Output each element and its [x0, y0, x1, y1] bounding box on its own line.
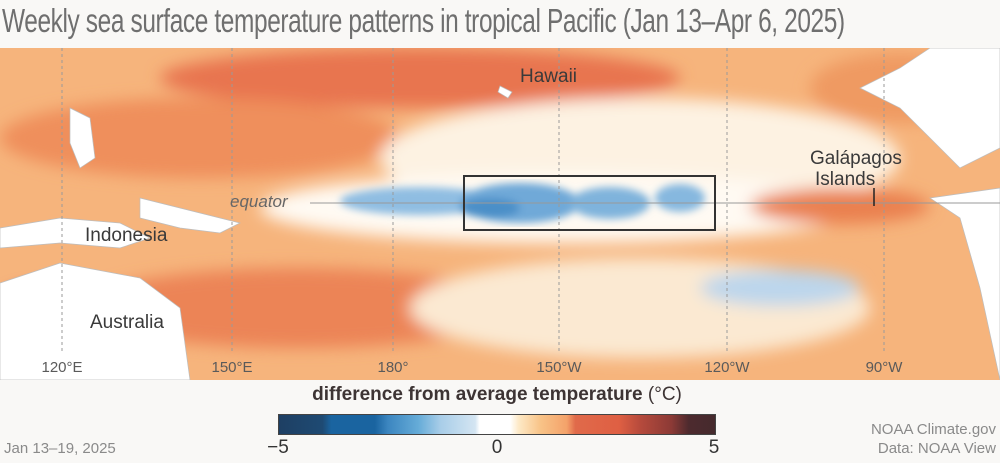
land-new-guinea: [139, 197, 242, 234]
nino34-box: [463, 175, 716, 231]
label-australia: Australia: [90, 312, 164, 333]
label-galapagos: Galápagos: [810, 148, 902, 169]
legend-title-text: difference from average temperature: [312, 384, 643, 405]
warm-anomaly: [750, 188, 930, 224]
lon-label: 90°W: [865, 359, 903, 376]
legend-title: difference from average temperature (°C): [278, 384, 716, 406]
legend-max: 5: [708, 437, 720, 458]
longitude-gridlines: [61, 48, 885, 353]
warm-anomaly: [80, 268, 520, 348]
color-scale-bar: [278, 414, 716, 435]
label-islands: Islands: [815, 169, 876, 190]
label-indonesia: Indonesia: [85, 225, 168, 246]
date-label: Jan 13–19, 2025: [4, 440, 116, 457]
land-australia: [0, 262, 191, 380]
lon-label: 150°W: [536, 359, 582, 376]
credit-label: NOAA Climate.gov: [870, 421, 996, 438]
legend-unit: (°C): [647, 384, 682, 405]
lon-label: 120°W: [704, 359, 750, 376]
land: [0, 48, 1000, 380]
land-south-america: [929, 187, 1000, 380]
lon-label: 120°E: [41, 359, 83, 376]
lon-label: 180°: [377, 359, 409, 376]
lon-label: 150°E: [211, 359, 253, 376]
warm-anomaly: [0, 98, 400, 178]
label-hawaii: Hawaii: [520, 66, 578, 87]
land-philippines: [69, 107, 96, 169]
cool-anomaly: [460, 198, 520, 218]
land-hawaii: [497, 85, 513, 99]
warm-anomaly: [160, 48, 680, 108]
cool-anomaly: [700, 270, 860, 306]
legend-mid: 0: [491, 437, 503, 458]
label-equator: equator: [230, 192, 288, 211]
source-label: Data: NOAA View: [877, 440, 996, 457]
page-title: Weekly sea surface temperature patterns …: [2, 2, 845, 39]
legend-min: −5: [267, 437, 289, 458]
sst-anomaly-map: [0, 48, 1000, 380]
land-indonesia: [0, 217, 151, 249]
land-central-america: [859, 48, 1000, 169]
cool-anomaly: [655, 184, 705, 212]
